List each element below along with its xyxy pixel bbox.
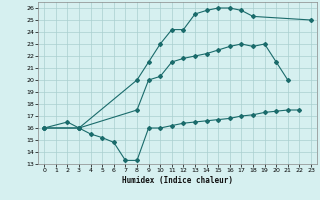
X-axis label: Humidex (Indice chaleur): Humidex (Indice chaleur) xyxy=(122,176,233,185)
